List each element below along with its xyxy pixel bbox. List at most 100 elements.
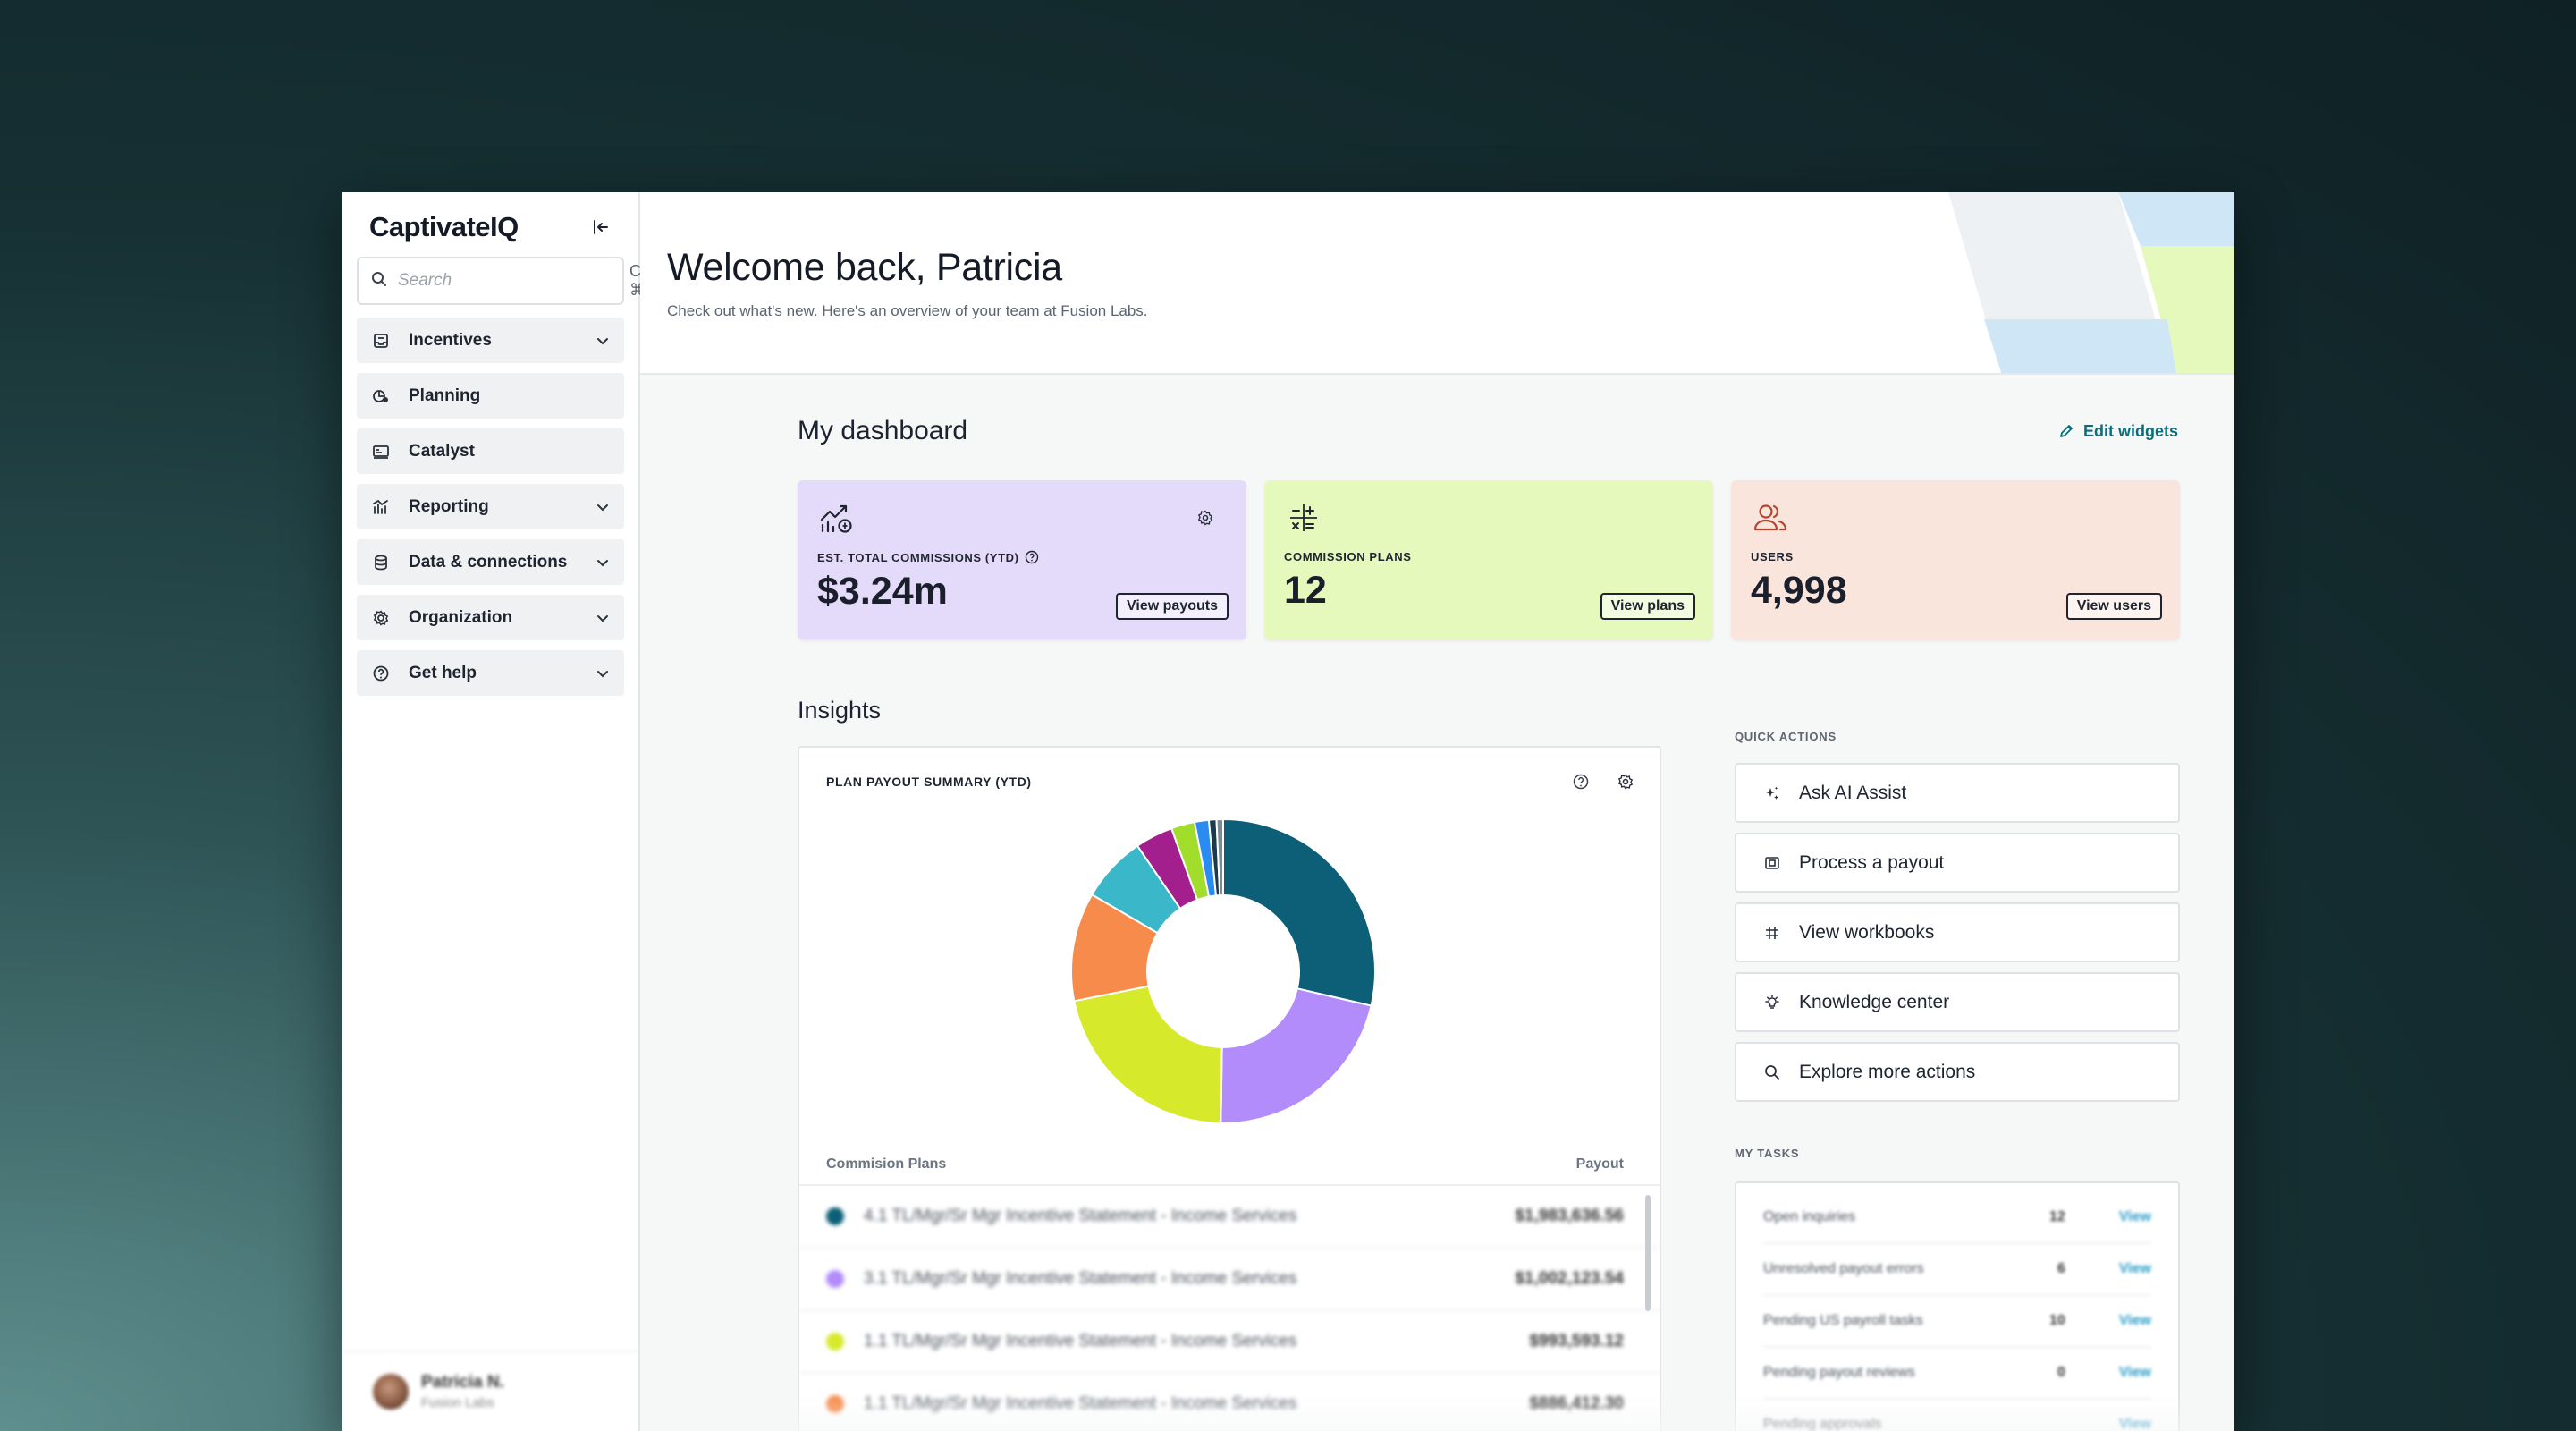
donut-slice-10[interactable] bbox=[1215, 817, 1224, 897]
sparkle-icon bbox=[1763, 784, 1781, 802]
card-label-text: EST. TOTAL COMMISSIONS (YTD) bbox=[817, 550, 1019, 564]
trend-chart-icon bbox=[817, 498, 857, 538]
col-commission-plans: Commision Plans bbox=[826, 1156, 947, 1172]
page-title: Welcome back, Patricia bbox=[667, 246, 1062, 289]
lightbulb-icon bbox=[1763, 994, 1781, 1012]
user-profile[interactable]: Patricia N. Fusion Labs bbox=[342, 1351, 638, 1431]
collapse-sidebar-icon[interactable] bbox=[590, 216, 612, 238]
sidebar-item-label: Organization bbox=[409, 607, 513, 627]
quick-action-label: Process a payout bbox=[1799, 851, 1945, 873]
reporting-icon bbox=[371, 497, 391, 517]
chevron-down-icon bbox=[594, 332, 612, 350]
donut-slice-1[interactable] bbox=[1222, 817, 1376, 1007]
dashboard-title: My dashboard bbox=[798, 416, 968, 445]
commission-plans-card: COMMISSION PLANS 12 View plans bbox=[1264, 480, 1713, 639]
task-view-link[interactable]: View bbox=[2118, 1261, 2151, 1276]
pencil-icon bbox=[2060, 425, 2073, 437]
quick-action-label: Ask AI Assist bbox=[1799, 782, 1907, 803]
sidebar-item-label: Incentives bbox=[409, 330, 492, 350]
process-payout-button[interactable]: Process a payout bbox=[1735, 833, 2180, 893]
sidebar-item-catalyst[interactable]: Catalyst bbox=[357, 428, 624, 474]
task-view-link[interactable]: View bbox=[2118, 1209, 2151, 1224]
col-payout: Payout bbox=[1575, 1156, 1624, 1172]
my-tasks-label: MY TASKS bbox=[1735, 1147, 1800, 1160]
calculator-icon bbox=[1284, 498, 1323, 538]
organization-icon bbox=[371, 608, 391, 628]
sidebar-item-get-help[interactable]: Get help bbox=[357, 650, 624, 696]
ask-ai-assist-button[interactable]: Ask AI Assist bbox=[1735, 763, 2180, 823]
sidebar: CaptivateIQ Ctrl/⌘+K Incentives bbox=[342, 192, 666, 1431]
series-color-dot bbox=[826, 1333, 844, 1351]
task-count: 0 bbox=[2057, 1365, 2065, 1380]
task-name: Pending payout reviews bbox=[1763, 1365, 1915, 1380]
sidebar-item-label: Planning bbox=[409, 385, 481, 405]
card-label: EST. TOTAL COMMISSIONS (YTD) bbox=[817, 550, 1227, 564]
sidebar-item-label: Reporting bbox=[409, 496, 489, 516]
search-icon bbox=[1763, 1063, 1781, 1081]
task-name: Unresolved payout errors bbox=[1763, 1261, 1924, 1276]
card-label: COMMISSION PLANS bbox=[1284, 550, 1412, 563]
plan-payout: $1,983,636.56 bbox=[1515, 1207, 1624, 1225]
sidebar-item-data-connections[interactable]: Data & connections bbox=[357, 539, 624, 585]
sidebar-item-organization[interactable]: Organization bbox=[357, 595, 624, 640]
table-row[interactable]: 1.1 TL/Mgr/Sr Mgr Incentive Statement - … bbox=[799, 1374, 1660, 1431]
plan-card-header: PLAN PAYOUT SUMMARY (YTD) bbox=[799, 748, 1660, 791]
search-input[interactable] bbox=[398, 271, 619, 291]
task-row: Pending approvals View bbox=[1763, 1400, 2151, 1431]
task-view-link[interactable]: View bbox=[2118, 1417, 2151, 1431]
help-icon[interactable] bbox=[1572, 773, 1590, 791]
table-row[interactable]: 4.1 TL/Mgr/Sr Mgr Incentive Statement - … bbox=[799, 1186, 1660, 1249]
plan-name: 3.1 TL/Mgr/Sr Mgr Incentive Statement - … bbox=[864, 1269, 1297, 1288]
task-name: Pending approvals bbox=[1763, 1417, 1882, 1431]
task-view-link[interactable]: View bbox=[2118, 1365, 2151, 1380]
plan-table-header: Commision Plans Payout bbox=[826, 1156, 1624, 1173]
main-content: Welcome back, Patricia Check out what's … bbox=[640, 192, 2234, 1431]
knowledge-center-button[interactable]: Knowledge center bbox=[1735, 972, 2180, 1032]
task-count: 12 bbox=[2049, 1209, 2065, 1224]
view-users-button[interactable]: View users bbox=[2065, 593, 2162, 620]
sidebar-item-incentives[interactable]: Incentives bbox=[357, 318, 624, 363]
sidebar-item-reporting[interactable]: Reporting bbox=[357, 484, 624, 529]
search-icon bbox=[371, 271, 387, 292]
series-color-dot bbox=[826, 1270, 844, 1288]
right-column: QUICK ACTIONS Ask AI Assist Process a pa… bbox=[1735, 730, 2180, 1431]
task-name: Open inquiries bbox=[1763, 1209, 1856, 1224]
table-row[interactable]: 1.1 TL/Mgr/Sr Mgr Incentive Statement - … bbox=[799, 1311, 1660, 1374]
plan-name: 1.1 TL/Mgr/Sr Mgr Incentive Statement - … bbox=[864, 1394, 1297, 1413]
gear-icon[interactable] bbox=[1196, 509, 1216, 529]
plan-payout-summary-card: PLAN PAYOUT SUMMARY (YTD) Commision Plan… bbox=[798, 746, 1661, 1431]
database-icon bbox=[371, 553, 391, 572]
view-workbooks-button[interactable]: View workbooks bbox=[1735, 902, 2180, 962]
plan-payout: $886,412.30 bbox=[1529, 1394, 1624, 1413]
search-box[interactable]: Ctrl/⌘+K bbox=[357, 257, 666, 305]
sidebar-item-label: Data & connections bbox=[409, 552, 568, 572]
series-color-dot bbox=[826, 1395, 844, 1413]
sidebar-item-planning[interactable]: Planning bbox=[357, 373, 624, 419]
chevron-down-icon bbox=[594, 498, 612, 516]
task-view-link[interactable]: View bbox=[2118, 1313, 2151, 1328]
commissions-card: EST. TOTAL COMMISSIONS (YTD) $3.24m View… bbox=[798, 480, 1246, 639]
series-color-dot bbox=[826, 1207, 844, 1225]
plan-payout-donut-chart bbox=[1070, 817, 1376, 1124]
task-row: Pending US payroll tasks 10 View bbox=[1763, 1296, 2151, 1348]
info-icon[interactable] bbox=[1025, 550, 1039, 564]
user-org: Fusion Labs bbox=[421, 1395, 494, 1410]
explore-more-actions-button[interactable]: Explore more actions bbox=[1735, 1042, 2180, 1102]
dashboard-header: My dashboard Edit widgets bbox=[798, 416, 2196, 446]
plan-payout: $1,002,123.54 bbox=[1515, 1269, 1624, 1288]
hash-icon bbox=[1763, 924, 1781, 942]
table-row[interactable]: 3.1 TL/Mgr/Sr Mgr Incentive Statement - … bbox=[799, 1249, 1660, 1311]
quick-action-label: Explore more actions bbox=[1799, 1061, 1976, 1082]
gear-icon[interactable] bbox=[1617, 773, 1634, 791]
scrollbar[interactable] bbox=[1645, 1195, 1651, 1311]
chevron-down-icon bbox=[594, 665, 612, 682]
plan-card-actions bbox=[1572, 773, 1634, 791]
sidebar-nav: Incentives Planning Catalyst Reporting bbox=[357, 318, 624, 696]
view-plans-button[interactable]: View plans bbox=[1600, 593, 1695, 620]
edit-widgets-button[interactable]: Edit widgets bbox=[2058, 422, 2196, 441]
donut-slice-3[interactable] bbox=[1073, 985, 1223, 1124]
view-payouts-button[interactable]: View payouts bbox=[1116, 593, 1229, 620]
card-value: 4,998 bbox=[1751, 569, 1847, 612]
donut-slice-2[interactable] bbox=[1220, 987, 1372, 1124]
quick-action-label: View workbooks bbox=[1799, 921, 1935, 943]
